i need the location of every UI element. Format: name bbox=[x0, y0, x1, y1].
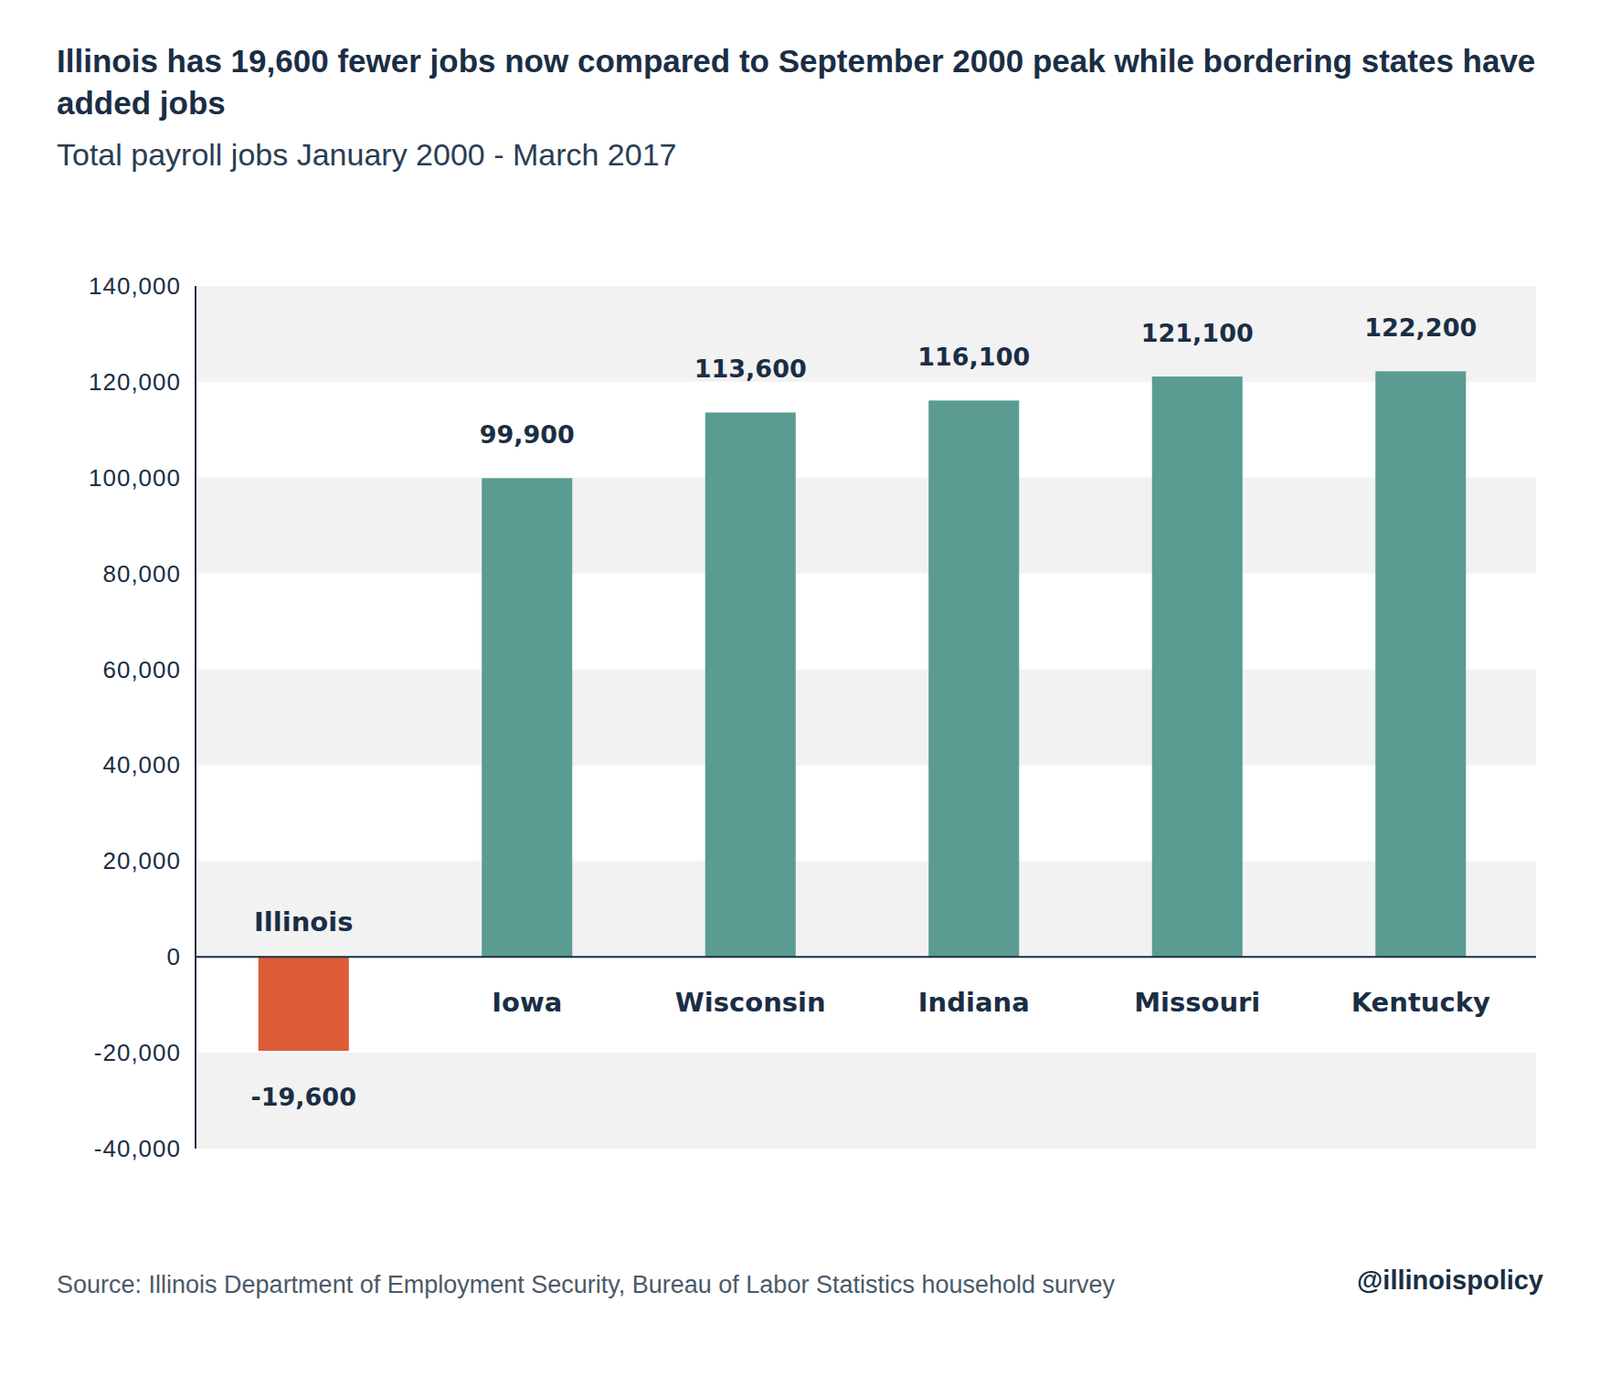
subtitle: Total payroll jobs January 2000 - March … bbox=[56, 137, 678, 173]
y-tick-label: -40,000 bbox=[94, 1134, 181, 1163]
bar bbox=[1375, 370, 1466, 957]
grid-band bbox=[195, 860, 1537, 957]
grid-band bbox=[195, 477, 1537, 574]
bar bbox=[258, 956, 350, 1051]
bars bbox=[258, 370, 1467, 1051]
y-axis bbox=[194, 286, 197, 1149]
data-label: -19,600 bbox=[251, 1082, 357, 1112]
y-tick-label: -20,000 bbox=[94, 1038, 181, 1067]
category-label: Missouri bbox=[1133, 986, 1261, 1018]
category-label: Iowa bbox=[491, 986, 562, 1018]
bar bbox=[928, 400, 1019, 957]
y-tick-label: 0 bbox=[167, 943, 181, 971]
category-label: Wisconsin bbox=[675, 986, 827, 1018]
data-label: 99,900 bbox=[479, 420, 575, 449]
title: Illinois has 19,600 fewer jobs now compa… bbox=[56, 40, 1537, 125]
grid bbox=[195, 286, 1537, 1149]
source: Source: Illinois Department of Employmen… bbox=[56, 1265, 1199, 1304]
y-tick-label: 140,000 bbox=[88, 272, 181, 300]
category-label: Indiana bbox=[918, 986, 1030, 1018]
grid-band bbox=[195, 1052, 1537, 1149]
y-tick-label: 100,000 bbox=[88, 464, 181, 492]
category-label: Kentucky bbox=[1351, 986, 1491, 1018]
y-tick-label: 120,000 bbox=[88, 368, 181, 396]
credit: @illinoispolicy bbox=[1356, 1265, 1544, 1296]
data-label: 122,200 bbox=[1364, 313, 1477, 342]
grid-band bbox=[195, 669, 1537, 766]
y-tick-label: 20,000 bbox=[102, 847, 181, 875]
bar bbox=[481, 477, 573, 957]
data-label: 113,600 bbox=[694, 354, 807, 383]
zero-line bbox=[195, 955, 1537, 958]
bar bbox=[705, 412, 796, 957]
category-label: Illinois bbox=[254, 906, 353, 938]
data-label: 116,100 bbox=[917, 342, 1030, 371]
data-label: 121,100 bbox=[1141, 318, 1254, 348]
grid-band bbox=[195, 286, 1537, 382]
bar bbox=[1152, 376, 1243, 957]
chart: -40,000 -20,000 0 20,000 40,000 60,000 80,000 1… bbox=[0, 0, 1600, 1398]
y-tick-label: 40,000 bbox=[102, 751, 181, 779]
y-tick-label: 80,000 bbox=[102, 560, 181, 588]
y-tick-label: 60,000 bbox=[102, 656, 181, 684]
labels: Illinois -19,600 Iowa 99,900 Wisconsin 113,60… bbox=[251, 313, 1491, 1112]
